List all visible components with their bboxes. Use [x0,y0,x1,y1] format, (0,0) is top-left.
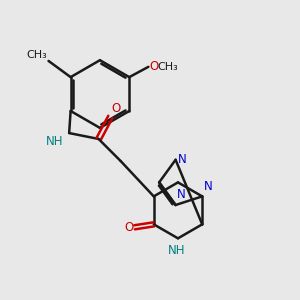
Text: NH: NH [46,134,64,148]
Text: CH₃: CH₃ [158,62,178,72]
Text: O: O [112,101,121,115]
Text: N: N [178,153,187,166]
Text: N: N [204,180,212,193]
Text: O: O [149,60,158,73]
Text: CH₃: CH₃ [26,50,47,60]
Text: NH: NH [168,244,185,256]
Text: N: N [177,188,186,202]
Text: O: O [124,221,133,234]
